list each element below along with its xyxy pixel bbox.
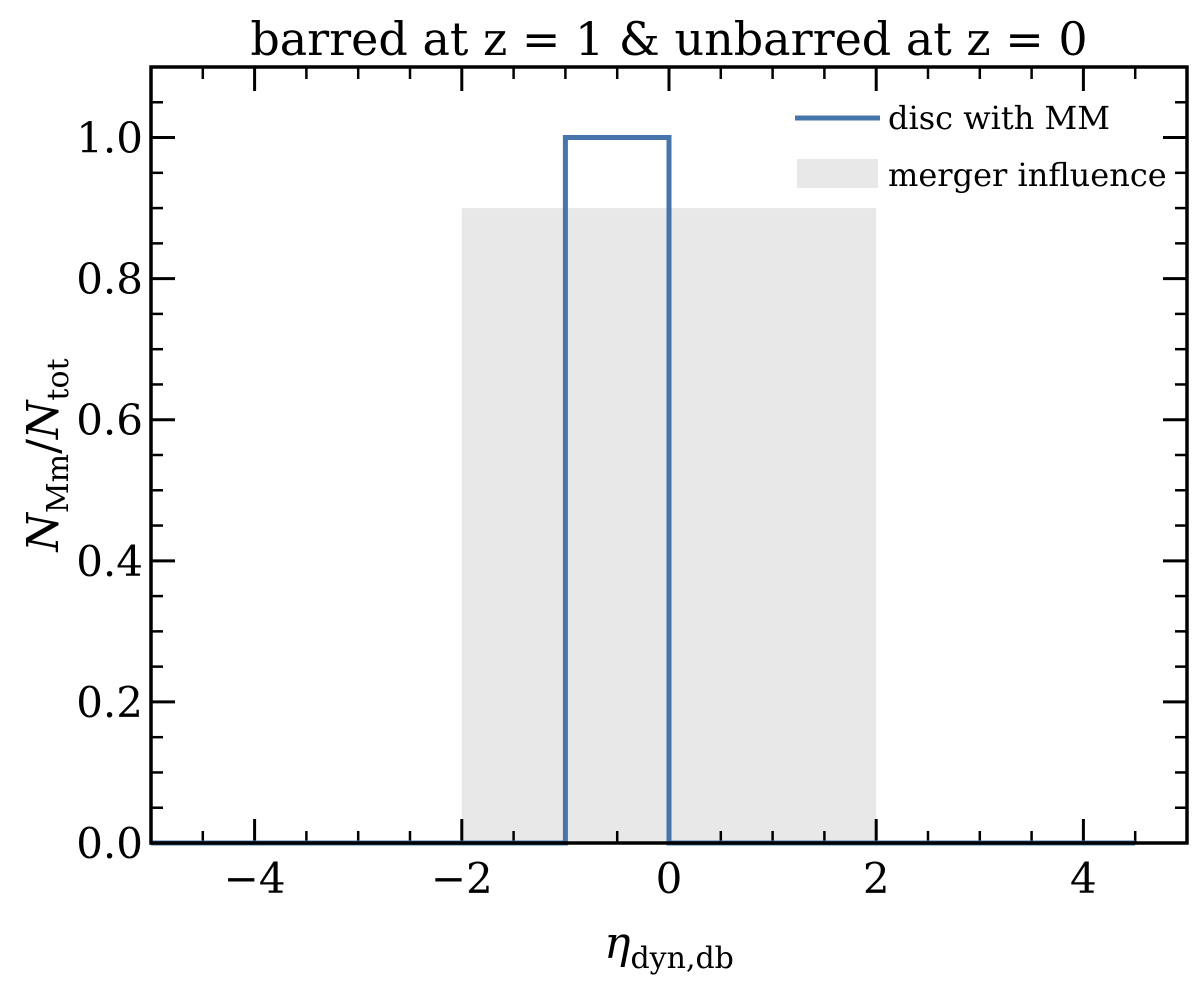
y-tick-label: 0.2 [76,678,143,727]
x-axis-label-subscript: dyn,db [630,941,733,976]
x-axis-label-symbol: η [604,918,630,969]
y-axis-label: NMm/Ntot [18,358,76,552]
axis-ticks: −4 −2 0 2 4 0.0 0.2 0.4 0.6 0.8 1.0 [76,65,1189,903]
legend-label-disc-with-mm: disc with MM [888,99,1110,137]
y-axis-label-num-symbol: N [18,512,69,553]
legend-swatch-merger-influence [797,159,878,188]
y-axis-label-num-subscript: Mm [41,454,76,513]
y-tick-label: 0.0 [76,819,143,868]
x-tick-label: −2 [431,854,493,903]
y-axis-label-slash: / [18,439,69,454]
plot-frame [149,65,1189,845]
x-tick-label: −4 [224,854,286,903]
legend-label-merger-influence: merger influence [888,156,1167,194]
y-tick-label: 0.8 [76,255,143,304]
y-tick-label: 0.6 [76,396,143,445]
y-tick-label: 1.0 [76,114,143,163]
x-tick-label: 4 [1070,854,1097,903]
chart-title: barred at z = 1 & unbarred at z = 0 [250,12,1087,66]
y-tick-label: 0.4 [76,537,143,586]
x-tick-label: 0 [656,854,683,903]
x-axis-label: ηdyn,db [604,918,734,976]
x-tick-label: 2 [863,854,890,903]
legend: disc with MM merger influence [795,99,1167,194]
y-axis-label-den-symbol: N [18,399,69,440]
y-axis-label-den-subscript: tot [41,358,76,400]
